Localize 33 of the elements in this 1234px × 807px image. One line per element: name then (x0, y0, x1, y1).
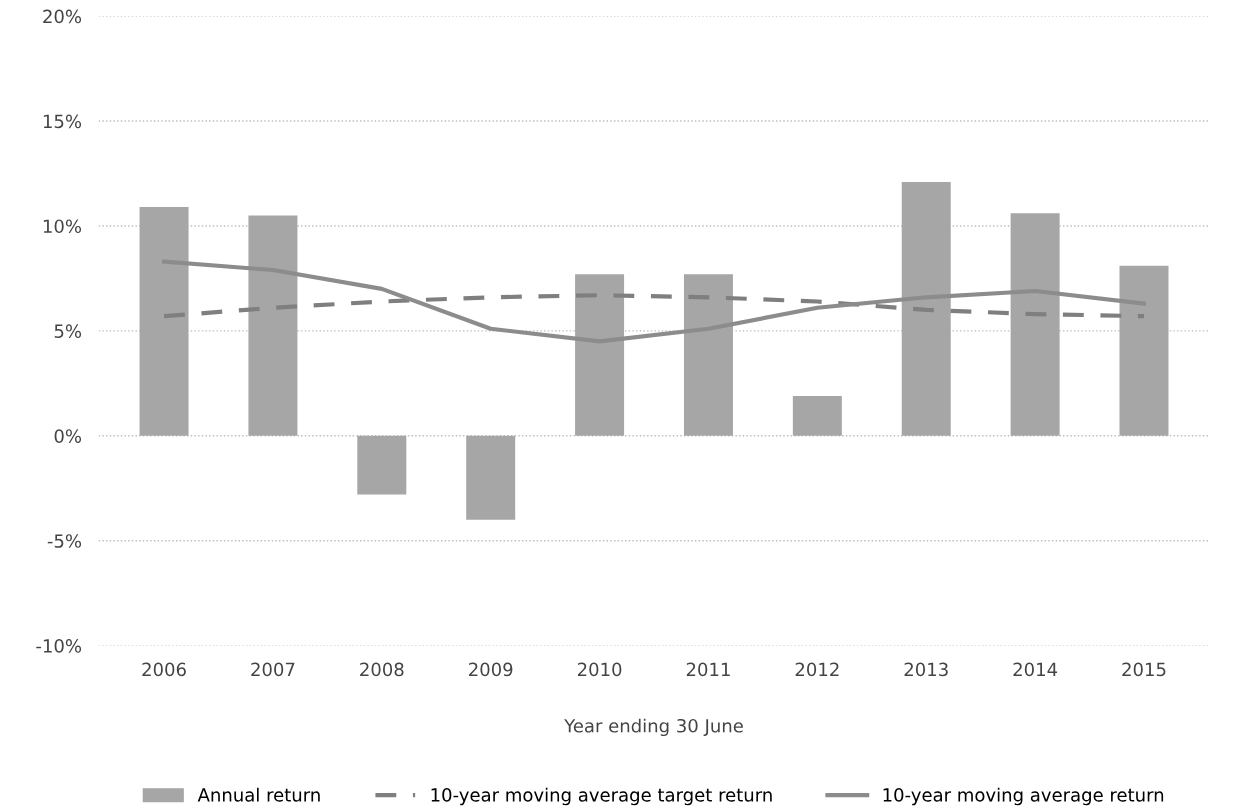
y-tick-label: 0% (54, 429, 82, 443)
bar (1119, 265, 1169, 436)
bar (248, 215, 298, 436)
x-tick-label: 2009 (469, 662, 513, 677)
y-tick-label: -10% (36, 639, 82, 653)
x-tick-label: 2010 (577, 662, 622, 677)
bar (792, 395, 842, 436)
x-tick-label: 2007 (251, 662, 295, 677)
line-series (161, 293, 1147, 319)
y-tick-label: 15% (43, 114, 82, 129)
x-tick-label: 2006 (142, 662, 186, 677)
x-axis-title: Year ending 30 June (564, 718, 743, 737)
bar (901, 181, 951, 436)
x-tick-label: 2015 (1122, 662, 1166, 677)
y-tick-label: -5% (47, 534, 82, 548)
bar (1010, 213, 1060, 436)
bar (683, 274, 733, 436)
x-tick-label: 2012 (795, 662, 839, 677)
x-tick-label: 2013 (904, 662, 948, 677)
line-series (161, 259, 1147, 344)
y-tick-label: 10% (43, 219, 82, 234)
legend-label: Annual return (197, 787, 320, 802)
bar (575, 274, 625, 436)
y-tick-label: 5% (54, 324, 82, 338)
y-tick-label: 20% (43, 9, 82, 24)
legend-label: 10-year moving average target return (431, 787, 772, 806)
x-tick-label: 2011 (686, 662, 730, 677)
bar (466, 435, 516, 520)
x-tick-label: 2008 (360, 662, 404, 677)
x-tick-label: 2014 (1013, 662, 1058, 677)
bar (357, 435, 407, 495)
legend-label: 10-year moving average return (883, 787, 1164, 806)
bar (139, 207, 189, 436)
